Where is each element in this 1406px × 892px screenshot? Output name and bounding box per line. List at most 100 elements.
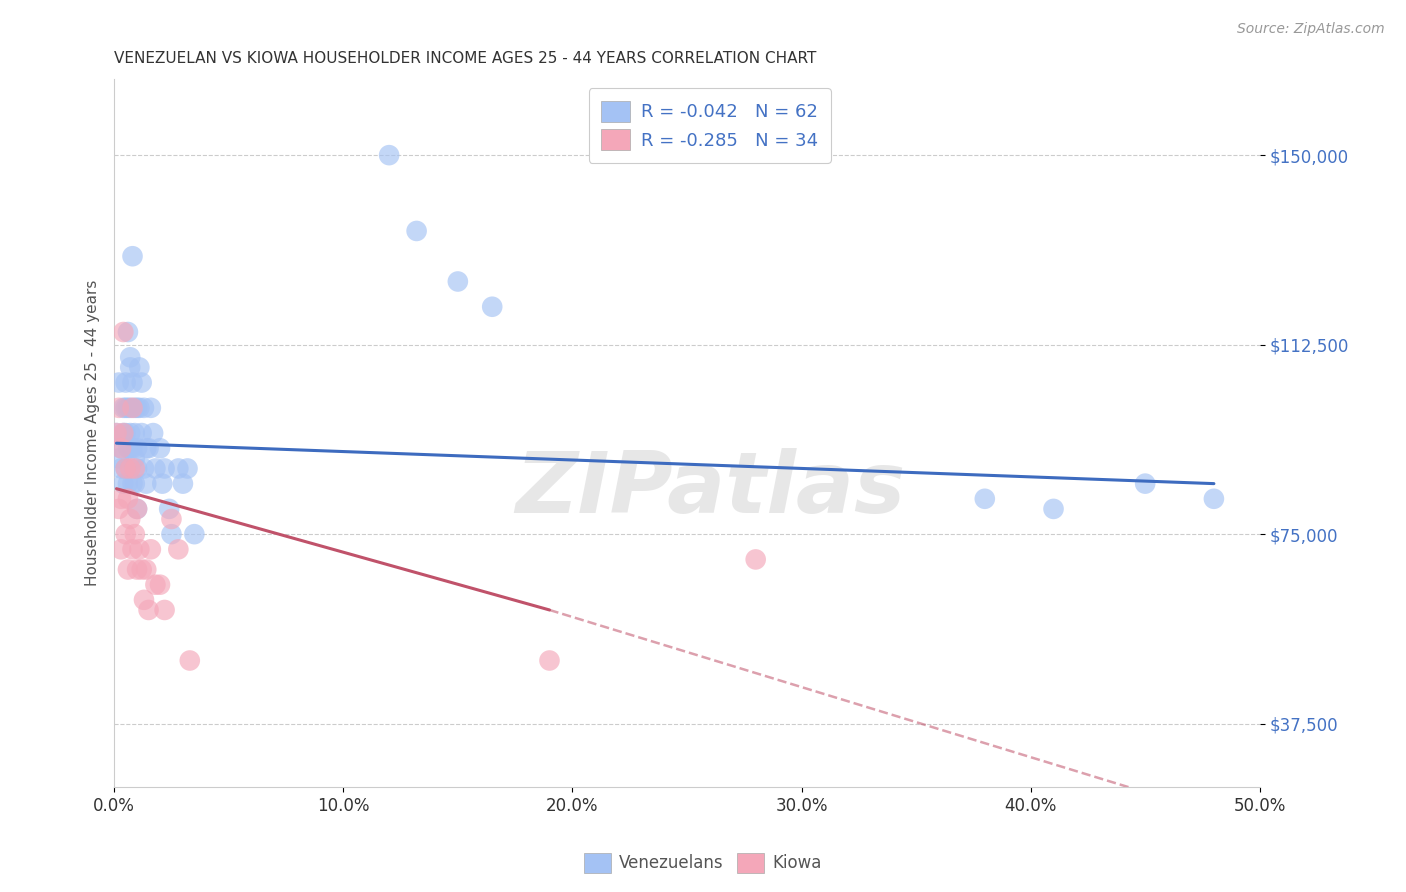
Point: [538, 653, 561, 667]
Point: [114, 376, 136, 390]
Point: [124, 476, 146, 491]
Point: [135, 442, 157, 456]
Point: [149, 577, 172, 591]
Point: [105, 426, 128, 441]
Point: [107, 376, 129, 390]
Point: [145, 461, 167, 475]
Point: [107, 451, 129, 466]
Point: [139, 542, 162, 557]
Point: [160, 512, 183, 526]
Point: [142, 426, 165, 441]
Point: [107, 401, 129, 415]
Point: [132, 401, 155, 415]
Point: [121, 249, 143, 263]
Point: [138, 442, 160, 456]
Point: [112, 426, 135, 441]
Point: [128, 360, 150, 375]
Point: [112, 426, 135, 441]
Point: [121, 542, 143, 557]
Point: [128, 542, 150, 557]
Point: [176, 461, 198, 475]
Point: [114, 401, 136, 415]
Point: [127, 401, 149, 415]
Point: [110, 542, 132, 557]
Point: [153, 603, 176, 617]
Point: [481, 300, 503, 314]
Legend: R = -0.042   N = 62, R = -0.285   N = 34: R = -0.042 N = 62, R = -0.285 N = 34: [589, 88, 831, 162]
Point: [120, 401, 142, 415]
Point: [124, 451, 146, 466]
Point: [120, 442, 142, 456]
Point: [121, 442, 143, 456]
Point: [110, 442, 132, 456]
Point: [127, 461, 149, 475]
Point: [135, 476, 157, 491]
Point: [1133, 476, 1156, 491]
Point: [183, 527, 205, 541]
Point: [153, 461, 176, 475]
Point: [110, 442, 132, 456]
Point: [131, 426, 153, 441]
Point: [117, 401, 139, 415]
Point: [120, 461, 142, 475]
Point: [117, 562, 139, 576]
Point: [149, 442, 172, 456]
Point: [447, 275, 470, 289]
Point: [112, 476, 135, 491]
Point: [124, 461, 146, 475]
Point: [128, 401, 150, 415]
Point: [138, 603, 160, 617]
Point: [124, 527, 146, 541]
Point: [110, 491, 132, 506]
Point: [112, 401, 135, 415]
Point: [117, 491, 139, 506]
Point: [135, 562, 157, 576]
Point: [110, 461, 132, 475]
Point: [150, 476, 173, 491]
Point: [114, 461, 136, 475]
Text: ZIPatlas: ZIPatlas: [515, 448, 905, 532]
Point: [117, 442, 139, 456]
Point: [157, 502, 180, 516]
Point: [120, 426, 142, 441]
Point: [744, 552, 766, 566]
Point: [973, 491, 995, 506]
Point: [107, 502, 129, 516]
Point: [160, 527, 183, 541]
Point: [127, 562, 149, 576]
Point: [1202, 491, 1225, 506]
Point: [131, 562, 153, 576]
Point: [167, 542, 190, 557]
Point: [114, 527, 136, 541]
Point: [121, 376, 143, 390]
Point: [378, 148, 401, 162]
Point: [179, 653, 201, 667]
Point: [121, 476, 143, 491]
Text: VENEZUELAN VS KIOWA HOUSEHOLDER INCOME AGES 25 - 44 YEARS CORRELATION CHART: VENEZUELAN VS KIOWA HOUSEHOLDER INCOME A…: [114, 51, 817, 66]
Point: [114, 461, 136, 475]
Point: [167, 461, 190, 475]
Point: [117, 476, 139, 491]
Y-axis label: Householder Income Ages 25 - 44 years: Householder Income Ages 25 - 44 years: [86, 280, 100, 586]
Point: [132, 592, 155, 607]
Point: [117, 325, 139, 339]
Point: [121, 401, 143, 415]
Point: [114, 426, 136, 441]
Point: [120, 351, 142, 365]
Point: [127, 502, 149, 516]
Point: [127, 502, 149, 516]
Point: [120, 360, 142, 375]
Point: [139, 401, 162, 415]
Point: [105, 426, 128, 441]
Point: [120, 512, 142, 526]
Point: [124, 426, 146, 441]
Point: [172, 476, 194, 491]
Point: [131, 376, 153, 390]
Text: Source: ZipAtlas.com: Source: ZipAtlas.com: [1237, 22, 1385, 37]
Legend: Venezuelans, Kiowa: Venezuelans, Kiowa: [578, 847, 828, 880]
Point: [124, 401, 146, 415]
Point: [405, 224, 427, 238]
Point: [1042, 502, 1064, 516]
Point: [112, 325, 135, 339]
Point: [145, 577, 167, 591]
